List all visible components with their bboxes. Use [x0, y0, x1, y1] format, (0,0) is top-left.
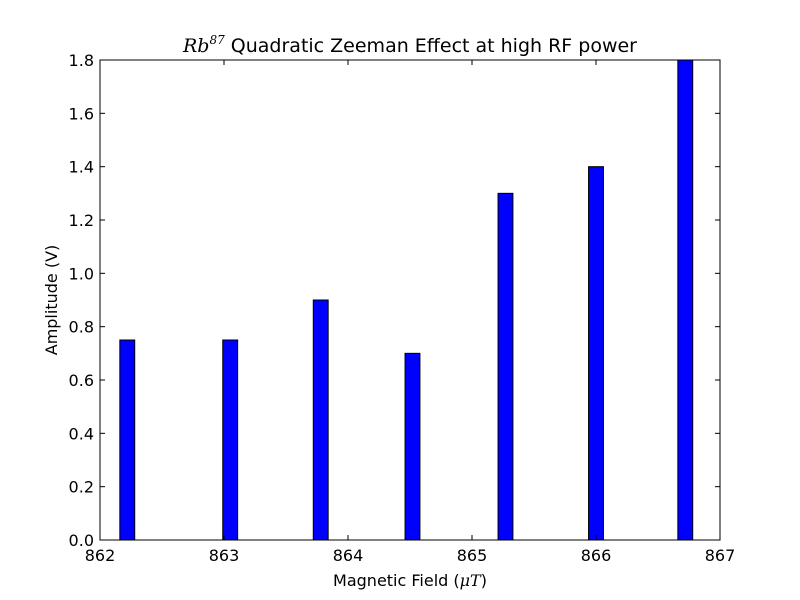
y-tick-label: 0.0 [69, 531, 94, 550]
bar [404, 352, 421, 541]
x-tick-label: 865 [457, 546, 488, 565]
xlabel-close: ) [481, 571, 487, 590]
x-tick-label: 862 [85, 546, 116, 565]
y-tick-label: 0.4 [69, 424, 94, 443]
bars-group [119, 59, 694, 541]
xlabel-math: μT [460, 571, 482, 590]
y-tick-label: 1.8 [69, 51, 94, 70]
y-axis-label: Amplitude (V) [42, 245, 61, 356]
bar [119, 339, 136, 541]
x-tick-label: 863 [209, 546, 240, 565]
x-tick-label: 866 [581, 546, 612, 565]
y-tick-label: 1.2 [69, 211, 94, 230]
y-tick-label: 0.6 [69, 371, 94, 390]
title-rest: Quadratic Zeeman Effect at high RF power [225, 35, 637, 57]
bar [222, 339, 239, 541]
xlabel-text: Magnetic Field ( [333, 571, 460, 590]
y-tick-label: 0.2 [69, 478, 94, 497]
bar [497, 192, 514, 541]
bar [312, 299, 329, 541]
y-tick-label: 1.6 [69, 104, 94, 123]
x-tick-label: 864 [333, 546, 364, 565]
y-tick-label: 1.4 [69, 158, 94, 177]
title-superscript: 87 [209, 33, 225, 47]
chart-title: Rb87 Quadratic Zeeman Effect at high RF … [182, 33, 637, 57]
plot-frame [99, 59, 721, 541]
x-tick-label: 867 [705, 546, 736, 565]
y-tick-label: 1.0 [69, 264, 94, 283]
bar [677, 59, 694, 541]
ticks-group: 862 863 864 865 866 867 0.0 0.2 0.4 0.6 0.8 1.0 1.2 1… [69, 51, 736, 565]
y-tick-label: 0.8 [69, 318, 94, 337]
bar [588, 166, 604, 541]
x-axis-label: Magnetic Field (μT) [333, 571, 487, 590]
title-element: Rb [182, 35, 209, 57]
